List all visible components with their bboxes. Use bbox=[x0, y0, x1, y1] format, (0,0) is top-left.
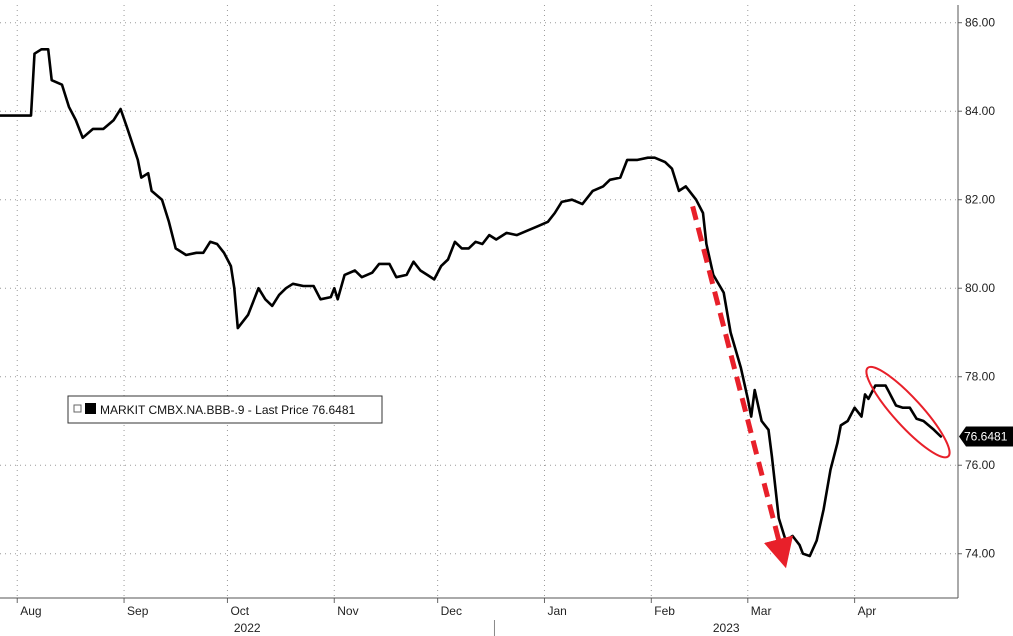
y-tick-label: 78.00 bbox=[965, 370, 995, 384]
y-tick-label: 82.00 bbox=[965, 193, 995, 207]
year-label-2022: 2022 bbox=[234, 621, 261, 635]
x-tick-label: Aug bbox=[20, 604, 41, 618]
y-tick-label: 86.00 bbox=[965, 16, 995, 30]
red-dashed-arrow bbox=[690, 205, 794, 569]
red-highlight-ellipse bbox=[865, 365, 951, 459]
x-tick-label: Jan bbox=[547, 604, 566, 618]
x-tick-label: Feb bbox=[654, 604, 675, 618]
last-price-tag bbox=[959, 426, 1013, 447]
x-tick-label: Oct bbox=[230, 604, 249, 618]
legend-toggle-icon[interactable] bbox=[73, 404, 82, 413]
x-tick-label: Mar bbox=[751, 604, 772, 618]
x-tick-label: Nov bbox=[337, 604, 358, 618]
series-layer bbox=[0, 47, 943, 558]
legend-box bbox=[67, 395, 383, 424]
y-tick-label: 84.00 bbox=[965, 104, 995, 118]
x-tick-label: Sep bbox=[127, 604, 149, 618]
legend-swatch bbox=[85, 403, 96, 414]
y-tick-label: 74.00 bbox=[965, 547, 995, 561]
axes: 86.00 84.00 82.00 80.00 78.00 76.00 74.00 Aug Se… bbox=[0, 5, 1013, 636]
legend-label: MARKIT CMBX.NA.BBB-.9 - Last Price 76.64… bbox=[100, 403, 356, 417]
x-tick-label: Apr bbox=[858, 604, 877, 618]
gridlines bbox=[0, 5, 958, 598]
last-price-label: 76.6481 bbox=[964, 430, 1008, 444]
y-tick-label: 76.00 bbox=[965, 458, 995, 472]
y-tick-label: 80.00 bbox=[965, 281, 995, 295]
year-label-2023: 2023 bbox=[713, 621, 740, 635]
x-tick-label: Dec bbox=[441, 604, 462, 618]
annotations bbox=[690, 205, 951, 569]
price-series-line bbox=[0, 47, 943, 558]
legend: MARKIT CMBX.NA.BBB-.9 - Last Price 76.64… bbox=[67, 395, 383, 424]
